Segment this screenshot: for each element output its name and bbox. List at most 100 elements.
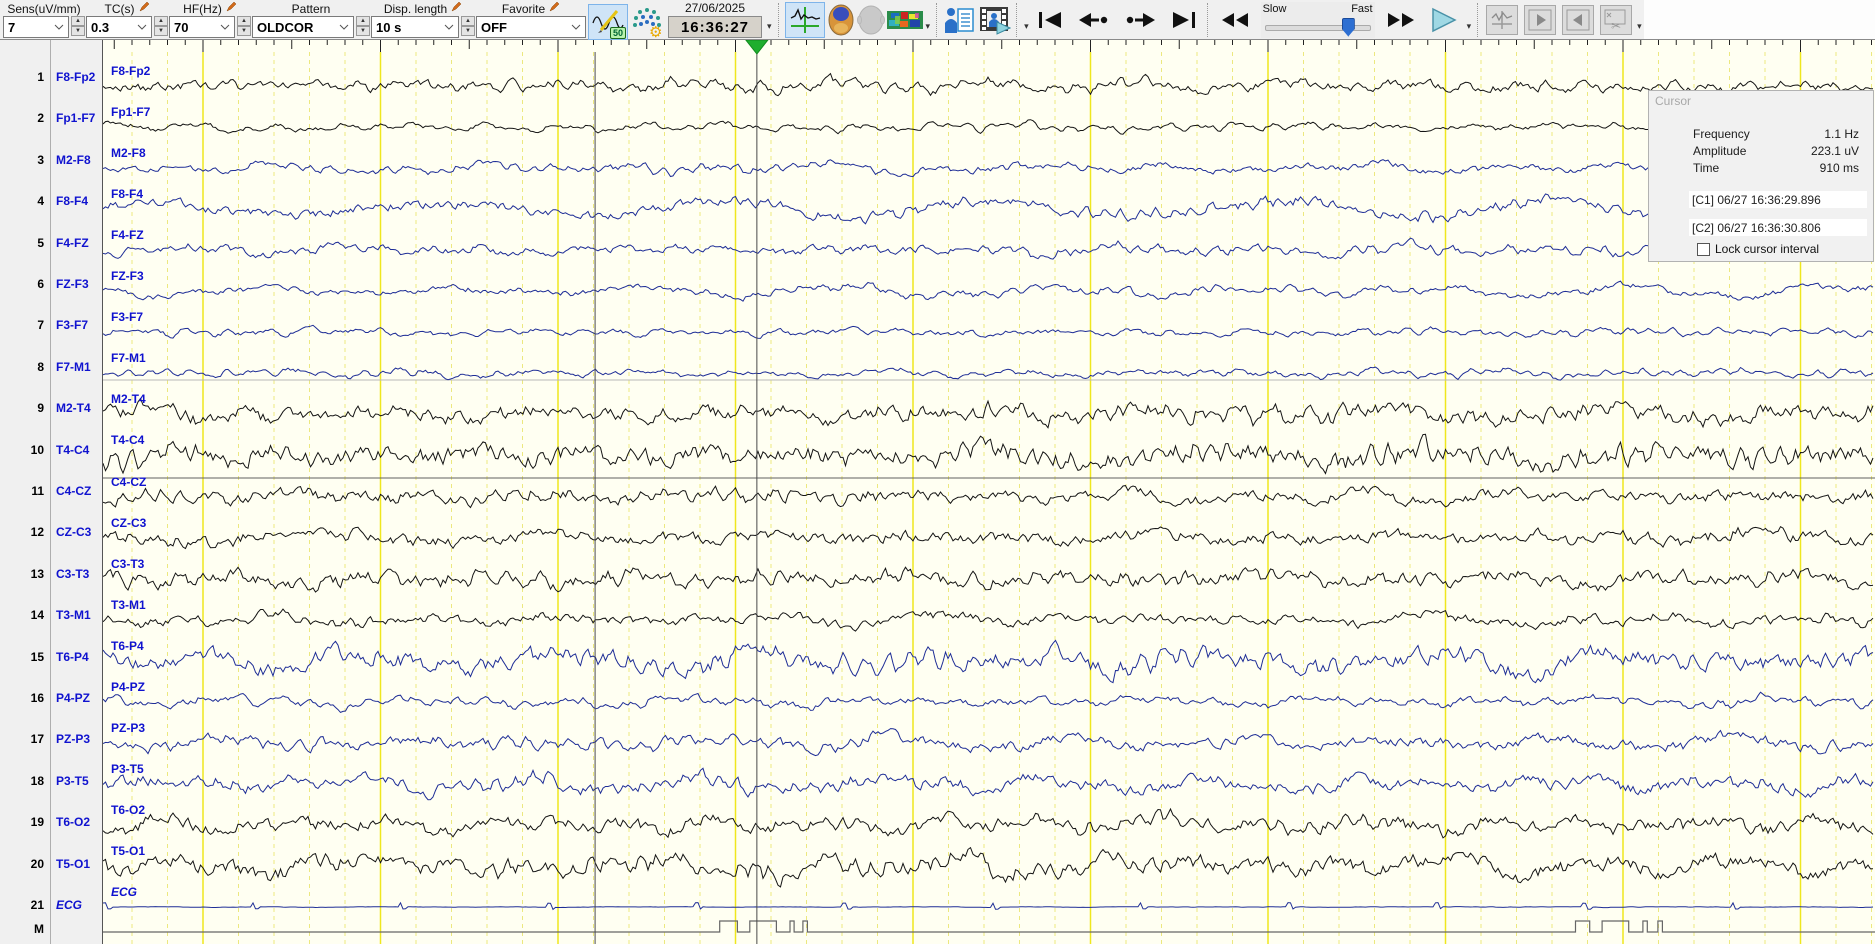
edit-pencil-icon[interactable] [138, 1, 150, 16]
channel-row-T4-C4[interactable]: 10 T4-C4 [0, 443, 103, 460]
speed-slider-thumb[interactable] [1341, 17, 1355, 37]
clip-group-dropdown-arrow[interactable]: ▾ [1637, 21, 1642, 31]
channel-row-T6-O2[interactable]: 19 T6-O2 [0, 815, 103, 832]
channel-label[interactable]: Fp1-F7 [56, 111, 96, 126]
lock-cursor-checkbox[interactable] [1697, 242, 1710, 256]
rewind-button[interactable] [1219, 10, 1251, 30]
view-group-dropdown-arrow[interactable]: ▾ [925, 21, 931, 31]
channel-label[interactable]: T6-O2 [56, 815, 91, 830]
video-group-dropdown-arrow[interactable]: ▾ [1024, 21, 1029, 31]
edit-pencil-icon[interactable] [450, 1, 462, 16]
spin-down-icon[interactable]: ▼ [237, 26, 251, 36]
channel-label[interactable]: M2-T4 [56, 401, 91, 416]
channel-row-F7-M1[interactable]: 8 F7-M1 [0, 360, 103, 377]
time-display[interactable]: 16:36:27 [668, 16, 762, 38]
spin-down-icon[interactable]: ▼ [356, 26, 370, 36]
channel-row-CZ-C3[interactable]: 12 CZ-C3 [0, 525, 103, 542]
montage-settings-button[interactable]: ⚙ [630, 6, 664, 38]
time-value: 910 ms [1819, 161, 1859, 175]
channel-row-FZ-F3[interactable]: 6 FZ-F3 [0, 277, 103, 294]
channel-label[interactable]: F3-F7 [56, 318, 89, 333]
datetime-dropdown-arrow[interactable]: ▾ [767, 21, 772, 31]
spin-up-icon[interactable]: ▲ [154, 16, 168, 26]
channel-label[interactable]: C4-CZ [56, 484, 92, 498]
channel-label[interactable]: P3-T5 [56, 773, 89, 788]
video-cut-button[interactable]: ✂ [1600, 4, 1633, 35]
edit-pencil-icon[interactable] [548, 1, 560, 16]
channel-label[interactable]: C3-T3 [56, 566, 90, 581]
channel-row-F8-F4[interactable]: 4 F8-F4 [0, 194, 103, 211]
pattern-spinner[interactable]: ▲ ▼ [356, 16, 370, 38]
step-forward-button[interactable] [1123, 10, 1157, 30]
spin-down-icon[interactable]: ▼ [461, 26, 475, 36]
head-map-disabled-button[interactable] [856, 5, 885, 35]
edit-pencil-icon[interactable] [225, 1, 237, 16]
channel-row-P3-T5[interactable]: 18 P3-T5 [0, 774, 103, 791]
channel-label[interactable]: F4-FZ [56, 235, 89, 250]
play-forward-window-button[interactable] [1524, 4, 1557, 35]
sensitivity-combo[interactable]: 7 [3, 16, 69, 38]
patient-info-button[interactable] [943, 5, 975, 35]
spin-up-icon[interactable]: ▲ [237, 16, 251, 26]
channel-label[interactable]: T5-O1 [56, 856, 91, 871]
channel-label[interactable]: P4-PZ [56, 691, 91, 705]
review-wave-button[interactable] [1486, 4, 1519, 35]
channel-row-C3-T3[interactable]: 13 C3-T3 [0, 567, 103, 584]
play-backward-window-button[interactable] [1562, 4, 1595, 35]
play-button[interactable] [1429, 7, 1459, 33]
channel-label[interactable]: CZ-C3 [56, 525, 92, 540]
sensitivity-spinner[interactable]: ▲ ▼ [71, 16, 85, 38]
fast-forward-button[interactable] [1385, 10, 1417, 30]
channel-row-F8-Fp2[interactable]: 1 F8-Fp2 [0, 70, 103, 87]
go-last-page-button[interactable] [1169, 10, 1197, 30]
tc-combo[interactable]: 0.3 [86, 16, 152, 38]
spin-down-icon[interactable]: ▼ [154, 26, 168, 36]
channel-row-Fp1-F7[interactable]: 2 Fp1-F7 [0, 111, 103, 128]
tc-spinner[interactable]: ▲ ▼ [154, 16, 168, 38]
notch-filter-50hz-button[interactable]: 50 [588, 3, 628, 40]
speed-slider-track[interactable] [1264, 24, 1371, 31]
play-group-dropdown-arrow[interactable]: ▾ [1466, 21, 1472, 31]
dsa-trend-button[interactable] [886, 10, 923, 29]
eeg-trace-area[interactable]: F8-Fp2 Fp1-F7 M2-F8 F8-F4 F4-FZ FZ-F3 F3-F7 F7-… [103, 40, 1875, 944]
channel-label[interactable]: FZ-F3 [56, 277, 89, 291]
step-back-button[interactable] [1077, 10, 1111, 30]
channel-row-PZ-P3[interactable]: 17 PZ-P3 [0, 732, 103, 749]
channel-row-C4-CZ[interactable]: 11 C4-CZ [0, 484, 103, 501]
pattern-combo[interactable]: OLDCOR [252, 16, 354, 38]
channel-row-F3-F7[interactable]: 7 F3-F7 [0, 318, 103, 335]
go-first-page-button[interactable] [1037, 10, 1065, 30]
channel-row-P4-PZ[interactable]: 16 P4-PZ [0, 691, 103, 708]
channel-label[interactable]: M2-F8 [56, 152, 91, 167]
channel-row-F4-FZ[interactable]: 5 F4-FZ [0, 236, 103, 253]
display-length-combo[interactable]: 10 s [371, 16, 459, 38]
video-button[interactable] [977, 5, 1012, 35]
channel-label[interactable]: T6-P4 [56, 649, 89, 664]
channel-label[interactable]: T3-M1 [56, 608, 91, 623]
spin-up-icon[interactable]: ▲ [71, 16, 85, 26]
channel-label[interactable]: T4-C4 [56, 442, 90, 457]
channel-label[interactable]: PZ-P3 [56, 732, 91, 747]
eeg-canvas[interactable] [103, 40, 1875, 944]
channel-label[interactable]: F8-F4 [56, 194, 89, 209]
spin-up-icon[interactable]: ▲ [356, 16, 370, 26]
channel-row-T3-M1[interactable]: 14 T3-M1 [0, 608, 103, 625]
channel-row-T6-P4[interactable]: 15 T6-P4 [0, 650, 103, 667]
channel-label[interactable]: F8-Fp2 [56, 70, 96, 84]
favorite-combo[interactable]: OFF [476, 16, 586, 38]
spin-down-icon[interactable]: ▼ [71, 26, 85, 36]
page-position-marker-icon[interactable] [745, 40, 769, 55]
hf-spinner[interactable]: ▲ ▼ [237, 16, 251, 38]
channel-row-ECG[interactable]: 21 ECG [0, 898, 103, 915]
channel-row-M2-T4[interactable]: 9 M2-T4 [0, 401, 103, 418]
display-length-spinner[interactable]: ▲ ▼ [461, 16, 475, 38]
channel-label[interactable]: F7-M1 [56, 359, 91, 374]
channel-row-T5-O1[interactable]: 20 T5-O1 [0, 857, 103, 874]
head-map-button[interactable] [827, 4, 855, 36]
spin-up-icon[interactable]: ▲ [461, 16, 475, 26]
channel-row-M2-F8[interactable]: 3 M2-F8 [0, 153, 103, 170]
eeg-view-button[interactable] [784, 1, 825, 38]
hf-combo[interactable]: 70 [169, 16, 235, 38]
channel-label[interactable]: ECG [56, 898, 83, 912]
eeg-trace-F8-Fp2 [103, 72, 1873, 97]
